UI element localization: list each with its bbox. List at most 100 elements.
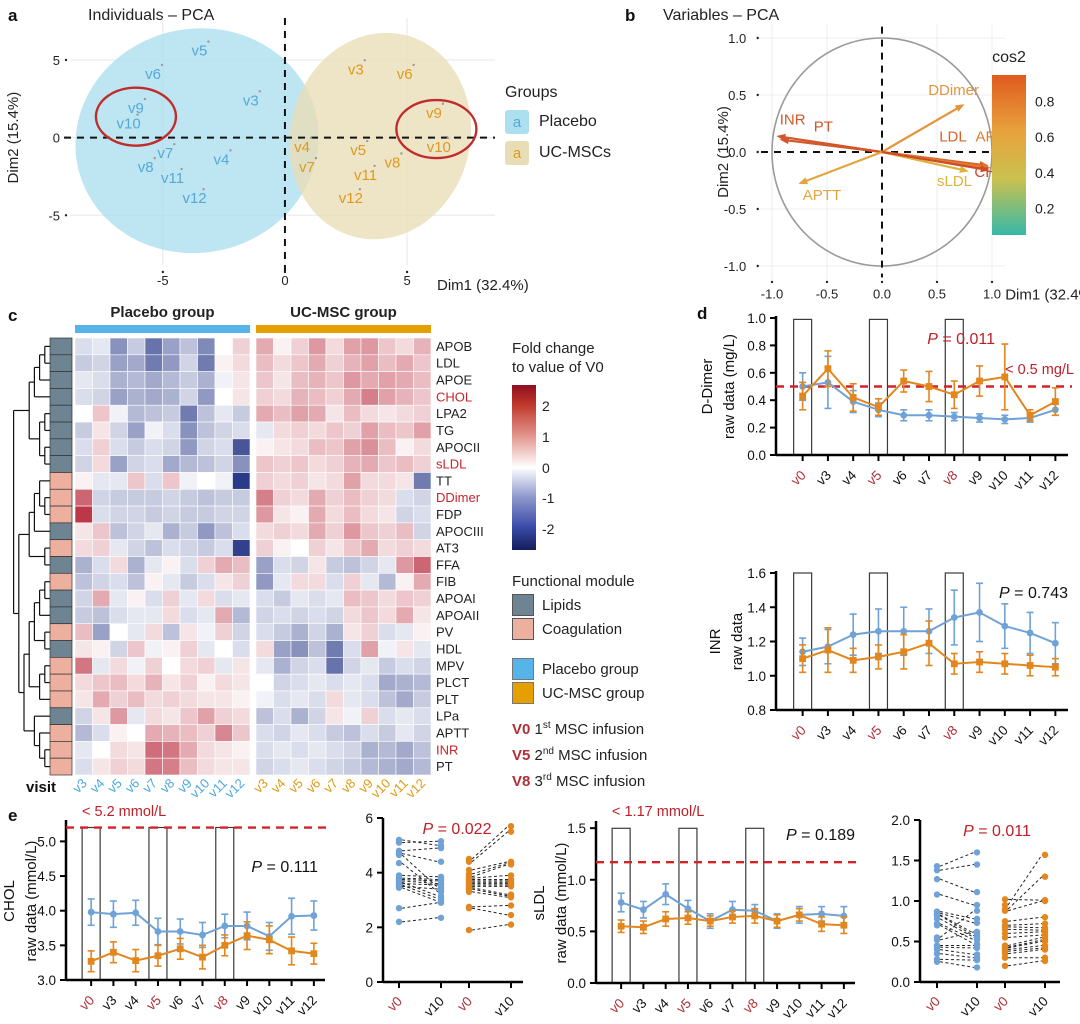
svg-text:PLT: PLT [436, 692, 459, 707]
svg-text:1.2: 1.2 [747, 635, 766, 650]
svg-text:v4: v4 [294, 139, 310, 156]
svg-text:4.5: 4.5 [37, 869, 56, 884]
panel-a-title: Individuals – PCA [88, 7, 215, 24]
legend-item-placebo: a Placebo [505, 110, 655, 134]
p-value: P = 0.011 [927, 331, 995, 348]
cos2-colorbar [992, 75, 1026, 235]
line-chart-inr: 0.8 1.0 1.2 1.4 1.6 v0 v3 v4 v5 v6 v7 v8 v9 v10 v11 v12… [707, 566, 1068, 749]
placebo-label: Placebo [539, 113, 597, 130]
svg-text:0.0: 0.0 [747, 448, 766, 463]
svg-text:1.0: 1.0 [983, 287, 1001, 302]
svg-text:FDP: FDP [436, 507, 462, 522]
svg-text:v10: v10 [427, 139, 451, 156]
placebo-group-swatch [512, 658, 534, 680]
svg-text:v9: v9 [128, 100, 144, 117]
heatmap-chart: Placebo group UC-MSC group APOB LDL APOECHOL… [13, 304, 484, 801]
svg-text:0.8: 0.8 [747, 703, 766, 718]
panel-label-d: d [697, 304, 708, 323]
svg-text:0.2: 0.2 [1035, 200, 1055, 216]
svg-text:3.5: 3.5 [37, 938, 56, 953]
svg-text:v10: v10 [117, 116, 141, 133]
svg-text:5: 5 [53, 53, 60, 68]
svg-text:APOB: APOB [436, 339, 472, 354]
foldchange-tick: 2 [542, 398, 550, 415]
svg-text:-1.0: -1.0 [761, 287, 783, 302]
svg-text:v11: v11 [1011, 723, 1036, 748]
svg-text:0: 0 [281, 273, 288, 288]
svg-text:MPV: MPV [436, 658, 465, 673]
svg-text:v0: v0 [990, 994, 1011, 1015]
p-value: P = 0.022 [423, 821, 492, 838]
svg-text:0.6: 0.6 [747, 366, 766, 381]
svg-text:v4: v4 [651, 995, 672, 1016]
svg-text:PV: PV [436, 625, 454, 640]
svg-text:sLDL: sLDL [436, 457, 466, 472]
paired-series-Placebo [933, 849, 981, 971]
svg-text:v3: v3 [243, 92, 259, 109]
p-value: P = 0.011 [963, 823, 1031, 840]
coagulation-swatch [512, 618, 534, 640]
svg-text:0.6: 0.6 [1035, 129, 1055, 145]
svg-text:raw data (mmol/L): raw data (mmol/L) [553, 843, 570, 964]
svg-text:v12: v12 [403, 776, 428, 801]
svg-text:v8: v8 [210, 993, 231, 1014]
sldl-paired-chart: 0.0 0.5 1.0 1.5 2.0 v0 v10 v0 v10 P = 0.011 [891, 813, 1060, 1020]
svg-text:APTT: APTT [436, 725, 469, 740]
svg-text:v0: v0 [77, 993, 98, 1014]
svg-text:HDL: HDL [436, 641, 462, 656]
svg-text:5: 5 [403, 273, 410, 288]
p-value: P = 0.743 [999, 585, 1068, 602]
svg-text:v12: v12 [222, 776, 247, 801]
svg-text:v3: v3 [813, 468, 834, 489]
svg-text:PT: PT [436, 759, 453, 774]
module-lipids-row: Lipids [512, 594, 581, 616]
svg-text:v6: v6 [696, 996, 717, 1017]
y-axis-label: CHOL [1, 880, 18, 922]
heatmap-cells [74, 337, 432, 776]
svg-text:0: 0 [53, 131, 60, 146]
svg-text:v10: v10 [491, 994, 517, 1020]
paired-series-UC-MSC [465, 823, 515, 934]
loading-arrow-LDL: LDL [881, 129, 989, 169]
svg-text:LDL: LDL [436, 356, 460, 371]
svg-text:v7: v7 [914, 468, 935, 489]
foldchange-tick: -1 [542, 490, 555, 507]
chol-line-chart: 3.0 3.5 4.0 4.5 5.0 v0 v3 v4 v5 v6 v7 v8 v9v10v11v12… [1, 804, 329, 1019]
svg-text:v3: v3 [348, 61, 364, 78]
cos2-title: cos2 [992, 49, 1026, 66]
panel-label-c: c [8, 306, 18, 325]
svg-text:0.5: 0.5 [728, 88, 746, 103]
paired-series-UC-MSC [1001, 851, 1049, 969]
svg-text:4: 4 [365, 866, 373, 881]
svg-text:INR: INR [780, 112, 806, 129]
ucmsc-key-swatch: a [505, 141, 529, 165]
series-UC-MSC [87, 920, 318, 973]
pca-series-UC-MSCs: v3 v6 v9 v10 v4 v5 v7 v8 v11 v12 [294, 59, 451, 207]
series-UC-MSC [799, 343, 1059, 422]
ucmsc-group-title: UC-MSC group [290, 304, 397, 321]
module-coagulation-row: Coagulation [512, 618, 622, 640]
svg-text:v4: v4 [839, 467, 860, 488]
svg-text:APOE: APOE [436, 373, 472, 388]
foldchange-tick: 1 [542, 428, 550, 445]
svg-text:v5: v5 [864, 723, 885, 744]
svg-text:v3: v3 [629, 996, 650, 1017]
svg-text:v4: v4 [839, 722, 860, 743]
svg-text:v0: v0 [788, 723, 809, 744]
foldchange-tick: -2 [542, 520, 555, 537]
panel-label-e: e [8, 806, 18, 825]
svg-text:v7: v7 [718, 996, 739, 1017]
functional-module-title: Functional module [512, 573, 635, 590]
ucmsc-group-label: UC-MSC group [542, 684, 645, 702]
svg-text:v6: v6 [889, 468, 910, 489]
svg-text:v12: v12 [339, 190, 363, 207]
svg-text:2.0: 2.0 [891, 813, 910, 828]
infusion-note-v8: V8 3rd MSC infusion [512, 772, 646, 790]
legend-item-ucmscs: a UC-MSCs [505, 141, 655, 165]
svg-text:0: 0 [365, 975, 373, 990]
variables-pca-chart: 1.0 0.5 0.0 -0.5 -1.0 -1.0 -0.5 0.0 0.5 1.0 Dim1 (… [715, 24, 1080, 304]
svg-text:1.5: 1.5 [567, 821, 586, 836]
